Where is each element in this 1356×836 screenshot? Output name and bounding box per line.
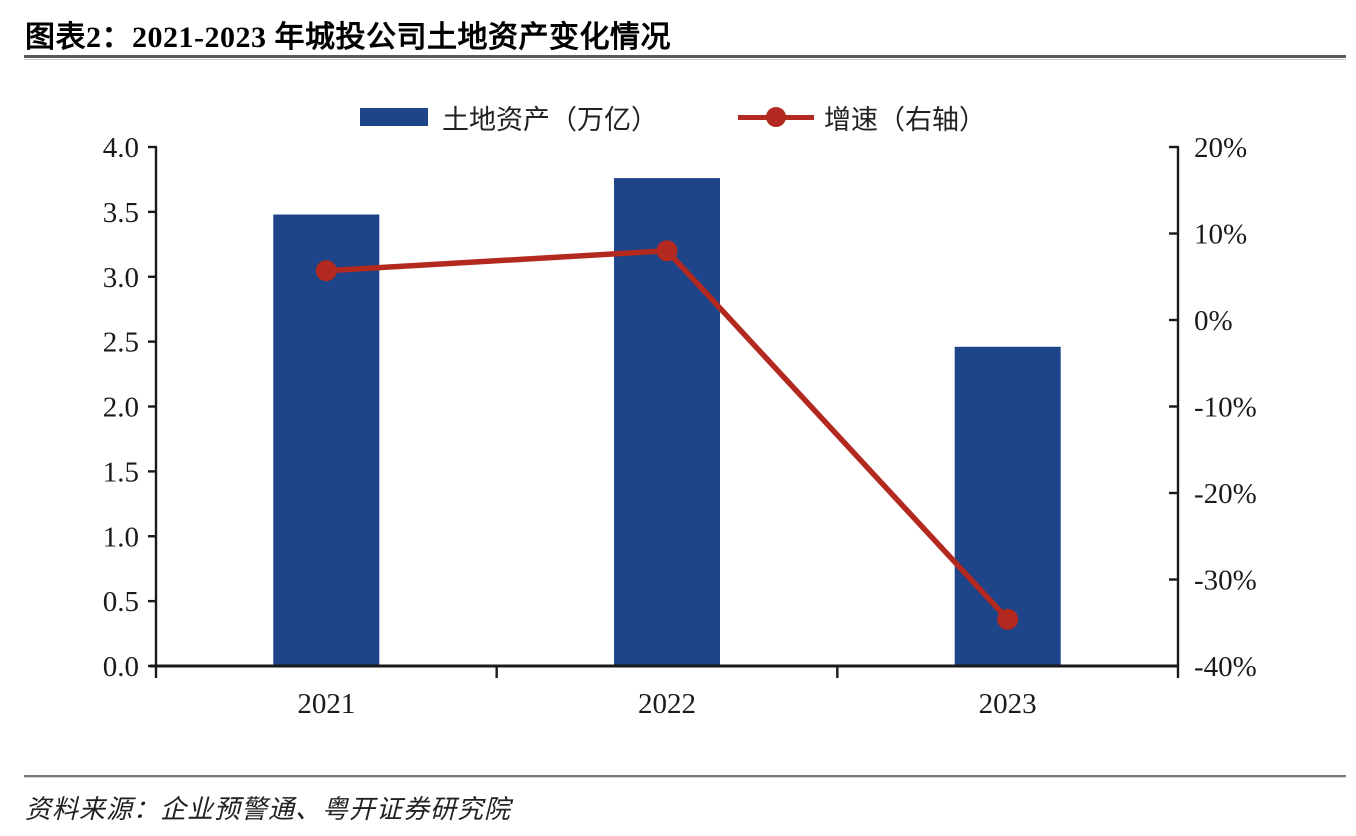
bar-legend-label: 土地资产（万亿）: [442, 104, 658, 135]
chart-area: 土地资产（万亿） 增速（右轴） 0.0 0.5 1.0 1.5 2.0 2.5 3.0 3.5…: [0, 60, 1356, 760]
left-axis-tick-label: 2.0: [103, 392, 139, 424]
right-axis-tick-label: -20%: [1194, 478, 1257, 510]
x-axis-category-label: 2022: [638, 688, 696, 720]
growth-point-2021: [315, 260, 337, 282]
left-axis-tick-label: 4.0: [103, 132, 139, 164]
growth-point-2023: [997, 608, 1019, 630]
legend-item-bar: 土地资产（万亿）: [360, 100, 658, 135]
left-axis-tick-label: 0.0: [103, 651, 139, 683]
bar-2021: [273, 214, 380, 666]
right-axis-tick-label: -30%: [1194, 565, 1257, 597]
bar-legend-swatch: [360, 108, 428, 126]
right-axis-tick-label: 20%: [1194, 132, 1247, 164]
line-legend-marker: [738, 107, 814, 127]
title-divider: [24, 55, 1346, 60]
legend-item-line: 增速（右轴）: [738, 100, 986, 135]
left-axis-tick-label: 2.5: [103, 327, 139, 359]
figure-title: 图表2：2021-2023 年城投公司土地资产变化情况: [25, 21, 671, 54]
left-axis-tick-label: 1.0: [103, 521, 139, 553]
line-legend-label: 增速（右轴）: [824, 104, 986, 135]
left-axis-tick-label: 3.0: [103, 262, 139, 294]
footer-divider: [24, 775, 1346, 778]
right-axis-tick-label: 0%: [1194, 305, 1233, 337]
line-legend-dot-icon: [766, 107, 786, 127]
right-axis-tick-label: -40%: [1194, 651, 1257, 683]
left-axis-tick-label: 0.5: [103, 586, 139, 618]
growth-point-2022: [656, 240, 678, 262]
source-note: 资料来源：企业预警通、粤开证券研究院: [25, 795, 512, 824]
x-axis-category-label: 2021: [297, 688, 355, 720]
left-axis-tick-label: 3.5: [103, 197, 139, 229]
left-axis-tick-label: 1.5: [103, 456, 139, 488]
x-axis-category-label: 2023: [979, 688, 1037, 720]
right-axis-tick-label: 10%: [1194, 219, 1247, 251]
right-axis-tick-label: -10%: [1194, 392, 1257, 424]
combo-chart-plot: 0.0 0.5 1.0 1.5 2.0 2.5 3.0 3.5 4.0 -40% -30% -20% -…: [103, 132, 1257, 720]
